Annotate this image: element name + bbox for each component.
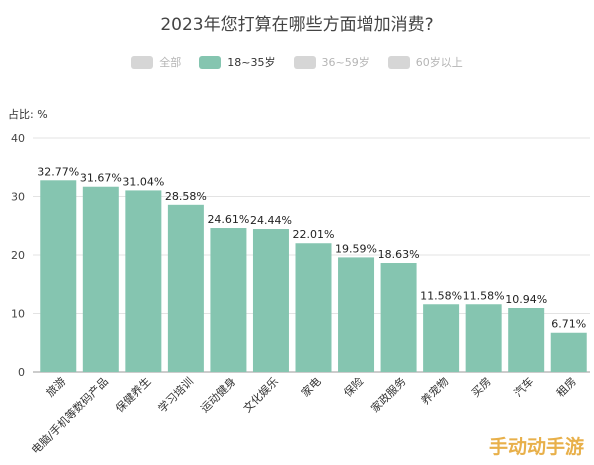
data-label: 31.67% bbox=[80, 172, 122, 185]
legend-item-18-35[interactable]: 18~35岁 bbox=[199, 54, 276, 70]
chart-title: 2023年您打算在哪些方面增加消费? bbox=[160, 15, 434, 35]
x-tick-label: 租房 bbox=[554, 375, 579, 400]
data-label: 24.44% bbox=[250, 214, 292, 227]
legend-swatch-60-plus bbox=[387, 55, 410, 69]
x-tick-label: 学习培训 bbox=[155, 374, 196, 415]
bar bbox=[380, 263, 417, 372]
x-tick-label: 家政服务 bbox=[368, 374, 409, 415]
x-tick-label: 电脑/手机等数码产品 bbox=[28, 374, 111, 457]
y-tick-label: 10 bbox=[11, 308, 25, 321]
legend-item-60-plus[interactable]: 60岁以上 bbox=[387, 54, 463, 70]
data-label: 19.59% bbox=[335, 242, 377, 255]
legend-label-36-59: 36~59岁 bbox=[321, 56, 370, 69]
legend-swatch-18-35 bbox=[199, 55, 222, 69]
legend-item-all[interactable]: 全部 bbox=[131, 54, 181, 70]
x-tick-label: 运动健身 bbox=[198, 374, 239, 415]
bar bbox=[82, 186, 119, 372]
data-label: 6.71% bbox=[551, 318, 586, 331]
x-tick-label: 家电 bbox=[298, 374, 323, 399]
legend-swatch-36-59 bbox=[293, 55, 316, 69]
bar bbox=[465, 304, 502, 372]
x-tick-label: 保险 bbox=[341, 374, 366, 399]
data-label: 28.58% bbox=[165, 190, 207, 203]
x-tick-label: 汽车 bbox=[511, 374, 536, 399]
data-label: 32.77% bbox=[37, 165, 79, 178]
x-tick-label: 旅游 bbox=[43, 374, 68, 399]
legend-swatch-all bbox=[131, 55, 154, 69]
bar bbox=[338, 257, 375, 372]
legend-label-all: 全部 bbox=[159, 56, 182, 69]
bar bbox=[125, 190, 162, 372]
data-label: 24.61% bbox=[207, 213, 249, 226]
bar bbox=[210, 228, 247, 372]
x-tick-label: 买房 bbox=[469, 375, 494, 400]
data-label: 11.58% bbox=[463, 289, 505, 302]
data-label: 10.94% bbox=[505, 293, 547, 306]
legend: 全部 18~35岁 36~59岁 60岁以上 bbox=[0, 54, 594, 70]
x-tick-label: 保健养生 bbox=[112, 374, 153, 415]
legend-item-36-59[interactable]: 36~59岁 bbox=[293, 54, 370, 70]
legend-label-60-plus: 60岁以上 bbox=[415, 56, 463, 69]
bar bbox=[252, 229, 289, 372]
y-tick-label: 20 bbox=[11, 249, 25, 262]
data-label: 31.04% bbox=[122, 175, 164, 188]
bar bbox=[423, 304, 460, 372]
bar bbox=[167, 204, 204, 372]
x-tick-label: 养宠物 bbox=[418, 374, 451, 407]
y-tick-label: 0 bbox=[18, 366, 25, 379]
y-axis-unit-label: 占比: % bbox=[8, 108, 48, 121]
watermark-logo: 手动动手游 bbox=[488, 436, 584, 458]
data-label: 22.01% bbox=[293, 228, 335, 241]
bar bbox=[40, 180, 77, 372]
x-tick-label: 文化娱乐 bbox=[240, 374, 281, 415]
bar bbox=[550, 332, 587, 372]
y-tick-label: 40 bbox=[11, 132, 25, 145]
y-tick-label: 30 bbox=[11, 191, 25, 204]
bar bbox=[508, 308, 545, 372]
legend-label-18-35: 18~35岁 bbox=[227, 56, 276, 69]
data-label: 11.58% bbox=[420, 289, 462, 302]
data-label: 18.63% bbox=[378, 248, 420, 261]
bar bbox=[295, 243, 332, 372]
